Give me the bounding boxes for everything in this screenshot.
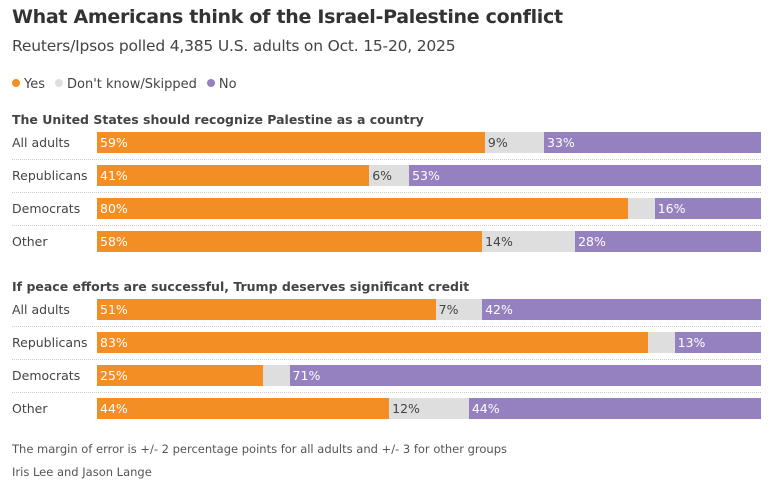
legend-label: No bbox=[218, 77, 237, 92]
legend-item: No bbox=[206, 77, 237, 92]
category-label: Republicans bbox=[12, 335, 88, 350]
bar-segment-no: 13% bbox=[674, 332, 761, 353]
category-label: All adults bbox=[12, 302, 70, 317]
bar-row: Other 44% 12% 44% bbox=[0, 398, 772, 431]
data-label: 16% bbox=[657, 201, 686, 216]
bar-segment-no: 28% bbox=[575, 231, 761, 252]
data-label: 6% bbox=[372, 168, 393, 183]
data-label: 71% bbox=[292, 368, 321, 383]
category-label: Republicans bbox=[12, 168, 88, 183]
category-label: Other bbox=[12, 401, 48, 416]
bar-row: Other 58% 14% 28% bbox=[0, 231, 772, 264]
bar-row: Democrats 80% 16% bbox=[0, 198, 772, 231]
data-label: 9% bbox=[487, 135, 508, 150]
panel-title: The United States should recognize Pales… bbox=[12, 112, 424, 127]
panel-title: If peace efforts are successful, Trump d… bbox=[12, 279, 470, 294]
data-label: 83% bbox=[100, 335, 128, 350]
data-label: 51% bbox=[100, 302, 128, 317]
chart-title: What Americans think of the Israel-Pales… bbox=[12, 6, 563, 28]
bar-segment-don-t-know-skipped: 9% bbox=[484, 132, 545, 153]
data-label: 14% bbox=[485, 234, 513, 249]
bar-row: All adults 59% 9% 33% bbox=[0, 132, 772, 165]
bar-segment-don-t-know-skipped: 7% bbox=[435, 299, 483, 320]
data-label: 42% bbox=[485, 302, 513, 317]
legend-dot-icon bbox=[55, 79, 63, 87]
bar-segment-yes: 41% bbox=[97, 165, 370, 186]
data-label: 25% bbox=[100, 368, 128, 383]
bar-row: Republicans 41% 6% 53% bbox=[0, 165, 772, 198]
row-divider bbox=[12, 159, 761, 160]
bar-segment-don-t-know-skipped bbox=[648, 332, 675, 353]
bar-segment-yes: 51% bbox=[97, 299, 436, 320]
bar-segment-no: 16% bbox=[654, 198, 761, 219]
bar-segment-no: 33% bbox=[544, 132, 761, 153]
data-label: 12% bbox=[392, 401, 420, 416]
legend-item: Yes bbox=[12, 77, 45, 92]
row-divider bbox=[12, 192, 761, 193]
legend: Yes Don't know/Skipped No bbox=[12, 77, 237, 92]
row-divider bbox=[12, 359, 761, 360]
credit: Iris Lee and Jason Lange bbox=[12, 465, 152, 479]
data-label: 33% bbox=[547, 135, 575, 150]
category-label: Democrats bbox=[12, 368, 81, 383]
data-label: 41% bbox=[100, 168, 128, 183]
row-divider bbox=[12, 225, 761, 226]
bar-segment-don-t-know-skipped bbox=[263, 365, 290, 386]
bar-segment-no: 44% bbox=[468, 398, 761, 419]
chart-subtitle: Reuters/Ipsos polled 4,385 U.S. adults o… bbox=[12, 37, 456, 55]
data-label: 59% bbox=[100, 135, 128, 150]
bar-segment-yes: 58% bbox=[97, 231, 483, 252]
data-label: 13% bbox=[677, 335, 706, 350]
bar-segment-don-t-know-skipped: 12% bbox=[389, 398, 469, 419]
bar-segment-yes: 25% bbox=[97, 365, 263, 386]
data-label: 53% bbox=[412, 168, 440, 183]
category-label: All adults bbox=[12, 135, 70, 150]
bar-row: All adults 51% 7% 42% bbox=[0, 299, 772, 332]
bar-segment-no: 71% bbox=[289, 365, 761, 386]
legend-dot-icon bbox=[206, 79, 215, 87]
row-divider bbox=[12, 326, 761, 327]
bar-row: Democrats 25% 71% bbox=[0, 365, 772, 398]
row-divider bbox=[12, 392, 761, 393]
bar-segment-yes: 80% bbox=[97, 198, 629, 219]
bar-segment-don-t-know-skipped bbox=[628, 198, 655, 219]
data-label: 7% bbox=[438, 302, 459, 317]
bar-segment-no: 53% bbox=[409, 165, 761, 186]
bar-segment-don-t-know-skipped: 6% bbox=[369, 165, 410, 186]
legend-label: Yes bbox=[24, 77, 45, 92]
legend-dot-icon bbox=[12, 79, 20, 87]
bar-row: Republicans 83% 13% bbox=[0, 332, 772, 365]
data-label: 44% bbox=[471, 401, 500, 416]
bar-segment-don-t-know-skipped: 14% bbox=[482, 231, 576, 252]
legend-label: Don't know/Skipped bbox=[67, 77, 197, 92]
data-label: 80% bbox=[100, 201, 128, 216]
data-label: 28% bbox=[578, 234, 606, 249]
data-label: 44% bbox=[100, 401, 128, 416]
category-label: Other bbox=[12, 234, 48, 249]
bar-segment-yes: 59% bbox=[97, 132, 485, 153]
data-label: 58% bbox=[100, 234, 128, 249]
bar-segment-yes: 44% bbox=[97, 398, 390, 419]
bar-segment-yes: 83% bbox=[97, 332, 649, 353]
category-label: Democrats bbox=[12, 201, 81, 216]
footnote: The margin of error is +/- 2 percentage … bbox=[12, 442, 507, 456]
bar-segment-no: 42% bbox=[482, 299, 761, 320]
legend-item: Don't know/Skipped bbox=[55, 77, 197, 92]
